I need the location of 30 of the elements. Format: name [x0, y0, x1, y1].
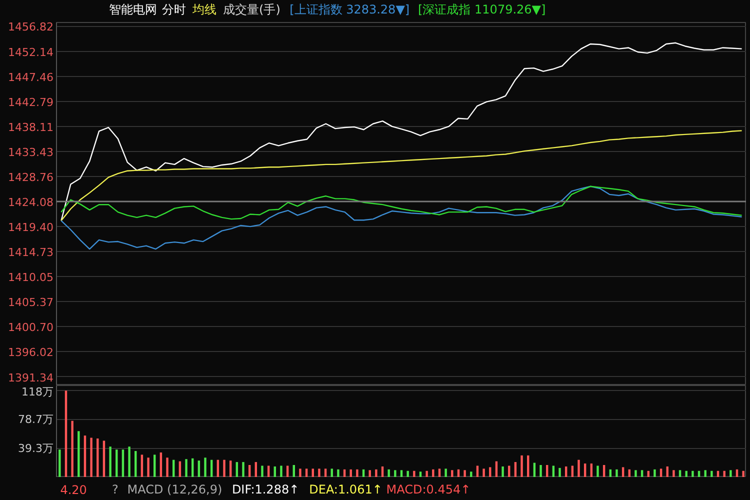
y-tick-label: 1428.76 [8, 170, 54, 184]
y-tick-label: 1452.14 [8, 46, 54, 59]
text: MACD (12,26,9) [127, 482, 222, 496]
text: 均线 [192, 2, 217, 16]
y-tick-label: 1400.70 [8, 321, 54, 334]
text: MACD:0.454↑ [386, 482, 471, 496]
y-tick-label: 78.7万 [18, 413, 54, 426]
chart-title: 智能电网 [109, 2, 158, 16]
chart-subtitle: 分时 [162, 2, 186, 16]
text: 成交量(手) [223, 2, 280, 16]
y-tick-label: 1405.37 [8, 296, 54, 310]
text: [上证指数 3283.28▼] [290, 2, 410, 16]
y-tick-label: 1433.43 [8, 146, 54, 159]
text: DEA:1.061↑ [309, 482, 382, 496]
y-tick-label: 1424.08 [8, 196, 54, 209]
y-tick-label: 1396.02 [8, 346, 54, 360]
text: 4.20 [60, 483, 87, 497]
y-tick-label: 1442.79 [8, 96, 54, 109]
y-tick-label: 39.3万 [18, 442, 54, 456]
text: ? [112, 482, 118, 496]
y-tick-label: 1456.82 [8, 20, 54, 34]
y-tick-label: 118万 [22, 386, 54, 398]
text: [深证成指 11079.26▼] [418, 2, 546, 16]
y-tick-label: 1391.34 [8, 371, 54, 384]
y-tick-label: 1419.40 [8, 221, 54, 234]
y-tick-label: 1414.73 [8, 246, 54, 260]
text: DIF:1.288↑ [232, 482, 300, 496]
y-tick-label: 1447.46 [8, 70, 54, 84]
y-tick-label: 1438.11 [8, 120, 54, 134]
y-tick-label: 1410.05 [8, 271, 54, 284]
